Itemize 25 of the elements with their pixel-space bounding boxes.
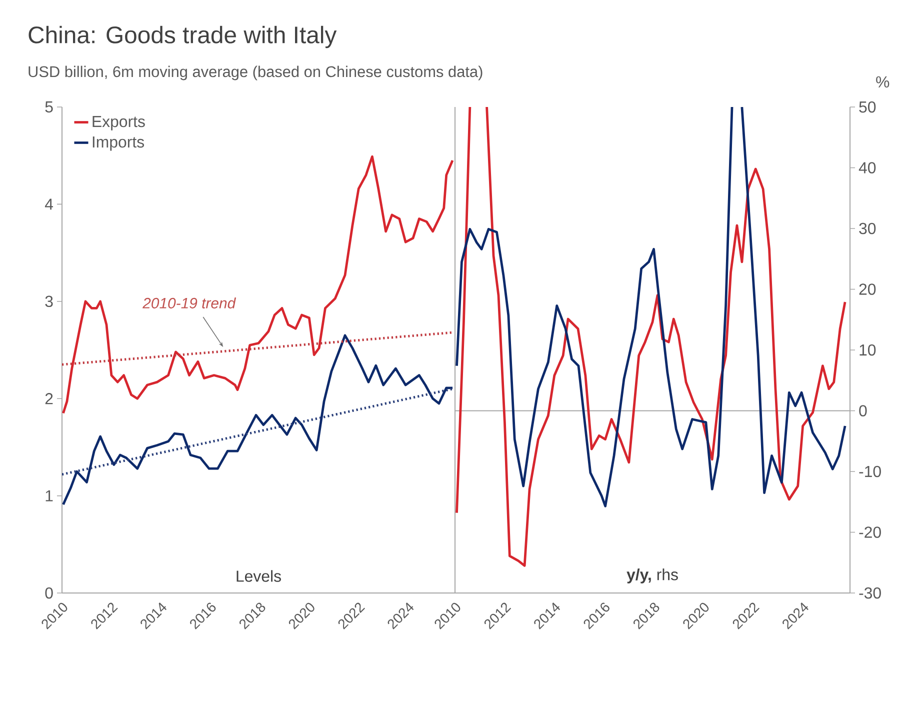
- legend-label: Imports: [92, 136, 144, 151]
- y2-tick-label: -30: [859, 587, 881, 599]
- annotation: 2010-19 trend: [142, 297, 236, 308]
- y-tick-label: 5: [45, 101, 53, 113]
- y2-tick-label: 20: [859, 284, 876, 295]
- line-series: [62, 334, 454, 506]
- y2-tick-label: 30: [859, 222, 876, 234]
- y-tick-label: 3: [45, 296, 53, 308]
- annotation: y/y, rhs: [626, 568, 678, 584]
- chart-title: China: Goods trade with Italy: [28, 26, 337, 48]
- legend-label: Exports: [92, 116, 145, 130]
- y2-tick-label: 0: [859, 405, 867, 416]
- y2-tick-label: 10: [860, 344, 876, 356]
- y-tick-label: 0: [45, 587, 53, 599]
- y2-tick-label: -20: [859, 526, 881, 538]
- line-series: [62, 155, 454, 414]
- y2-tick-label: -10: [859, 466, 881, 478]
- annotation: Levels: [236, 570, 281, 582]
- chart-subtitle: USD billion, 6m moving average (based on Chinese customs data): [28, 66, 482, 80]
- y-tick-label: 1: [46, 490, 53, 502]
- y-tick-label: 4: [44, 198, 54, 210]
- y2-tick-label: 50: [859, 101, 876, 113]
- y2-axis-title: %: [876, 76, 890, 88]
- y-tick-label: 2: [45, 393, 53, 404]
- y2-tick-label: 40: [858, 162, 876, 174]
